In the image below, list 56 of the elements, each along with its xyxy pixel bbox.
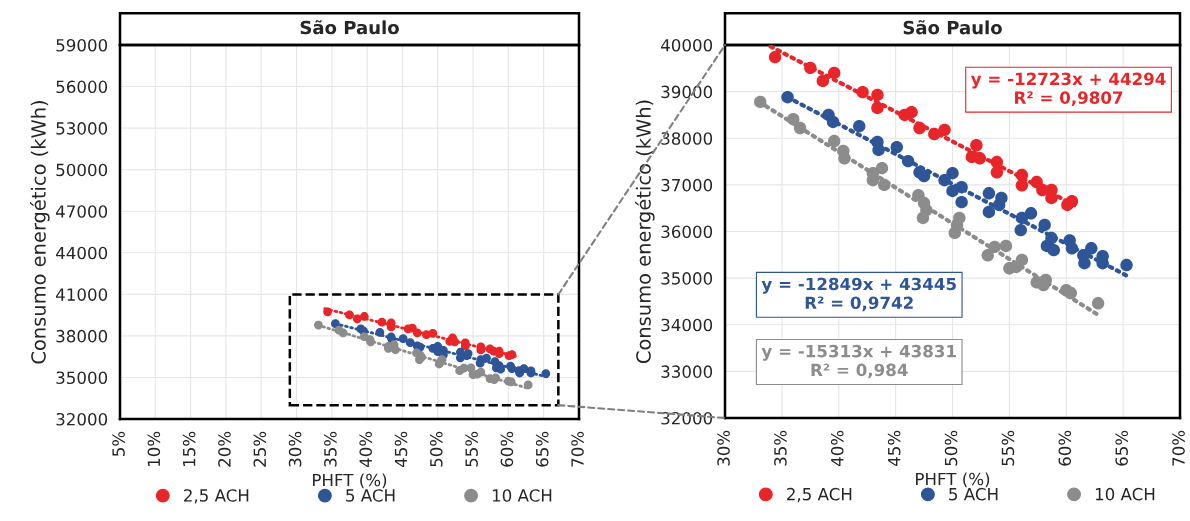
legend-label: 2,5 ACH [787, 487, 852, 503]
x-tick-label: 55% [465, 431, 478, 467]
y-tick-label: 59000 [56, 38, 108, 52]
x-tick-label: 25% [253, 431, 267, 467]
y-tick-label: 40000 [660, 38, 713, 52]
x-tick-label: 30% [288, 431, 302, 467]
x-tick-label: 55% [1001, 430, 1015, 466]
y-tick-label: 53000 [56, 122, 108, 135]
y-tick-label: 38000 [56, 329, 108, 343]
y-tick-label: 56000 [56, 80, 108, 94]
chart-title: São Paulo [300, 20, 399, 35]
x-tick-label: 45% [887, 430, 901, 467]
x-tick-label: 40% [359, 431, 372, 468]
x-tick-label: 10% [147, 431, 161, 467]
x-tick-label: 45% [394, 431, 408, 468]
x-axis-title: PHFT (%) [313, 473, 387, 489]
x-tick-label: 50% [944, 430, 958, 466]
y-tick-label: 35000 [56, 371, 108, 385]
x-tick-label: 35% [324, 431, 337, 467]
y-tick-label: 35000 [661, 272, 713, 285]
x-tick-label: 50% [430, 431, 443, 467]
legend-label: 10 ACH [492, 489, 552, 502]
x-tick-label: 5% [112, 431, 125, 456]
y-tick-label: 50000 [56, 163, 108, 177]
legend-label: 5 ACH [949, 487, 998, 501]
y-tick-label: 32000 [56, 412, 108, 426]
y-tick-label: 39000 [661, 85, 713, 99]
x-tick-label: 35% [774, 430, 787, 466]
y-tick-label: 37000 [661, 178, 713, 192]
x-tick-label: 70% [1172, 430, 1185, 466]
x-tick-label: 40% [830, 430, 844, 467]
legend-label: 10 ACH [1095, 487, 1155, 501]
y-tick-label: 33000 [661, 365, 713, 378]
x-tick-label: 60% [500, 431, 514, 467]
y-tick-label: 41000 [55, 288, 108, 301]
y-tick-label: 36000 [661, 225, 713, 239]
y-tick-label: 47000 [55, 205, 108, 218]
x-tick-label: 15% [182, 431, 196, 467]
y-tick-label: 34000 [661, 318, 713, 332]
annotation: y = -15313x + 43831 R² = 0,984 [761, 344, 956, 379]
x-tick-label: 20% [218, 431, 231, 467]
annotation: y = -12723x + 44294 R² = 0,9807 [970, 72, 1166, 107]
x-tick-label: 30% [717, 430, 730, 466]
x-tick-label: 60% [1058, 430, 1072, 466]
x-axis-title: PHFT (%) [916, 472, 990, 488]
y-axis-title: Consumo energético (kWh) [30, 101, 50, 364]
y-tick-label: 44000 [55, 246, 108, 260]
chart-title: São Paulo [903, 20, 1002, 35]
legend-label: 5 ACH [346, 489, 395, 502]
y-tick-label: 38000 [661, 132, 713, 145]
annotation: y = -12849x + 43445 R² = 0,9742 [761, 277, 956, 312]
x-tick-label: 70% [571, 431, 584, 467]
y-axis-title: Consumo energético (kWh) [635, 100, 655, 364]
x-tick-label: 65% [1115, 430, 1128, 466]
legend-label: 2,5 ACH [184, 489, 249, 504]
x-tick-label: 65% [535, 431, 549, 467]
